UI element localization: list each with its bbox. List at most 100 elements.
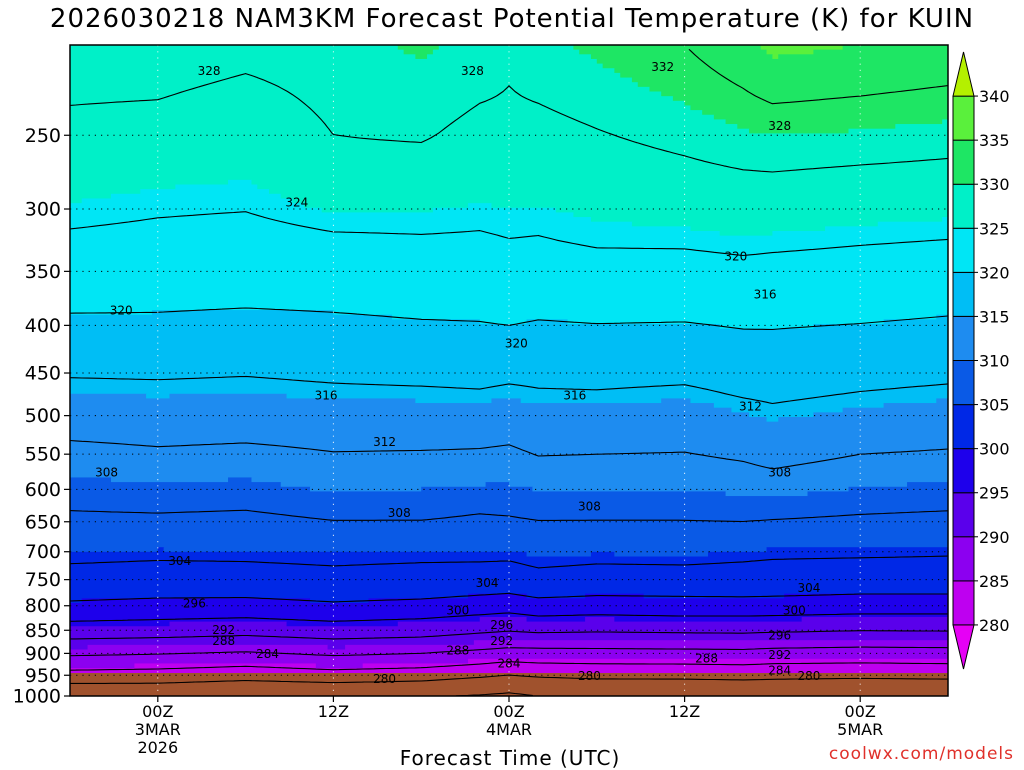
theta-fill-cell xyxy=(362,663,948,669)
theta-fill-cell xyxy=(468,658,948,665)
theta-fill-cell xyxy=(579,49,768,55)
colorbar-label: 315 xyxy=(979,307,1010,326)
theta-fill-cell xyxy=(708,551,948,558)
x-tick-label: 00Z xyxy=(493,702,524,721)
contour-324 xyxy=(70,211,948,257)
theta-fill-cell xyxy=(772,54,779,60)
colorbar: 280 285 290 295 300 305 310 315 320 325 330 335 340 xyxy=(952,51,1010,670)
theta-fill-cell xyxy=(684,100,948,107)
theta-fill-cell xyxy=(70,128,750,134)
theta-fill-cell xyxy=(596,58,948,65)
theta-fill-cell xyxy=(813,412,948,418)
theta-fill-cell xyxy=(637,82,948,88)
theta-fill-cell xyxy=(70,556,948,562)
theta-fill-cell xyxy=(70,379,948,386)
theta-fill-cell xyxy=(526,551,592,558)
theta-fill-cell xyxy=(70,454,948,460)
theta-fill-cell xyxy=(70,282,948,288)
theta-fill-cell xyxy=(614,68,948,74)
theta-fill-cell xyxy=(70,482,282,488)
theta-fill-cell xyxy=(70,505,948,511)
x-tick-label: 00Z xyxy=(845,702,876,721)
theta-fill-cell xyxy=(70,561,948,567)
theta-fill-cell xyxy=(70,198,83,204)
chart-title: 2026030218 NAM3KM Forecast Potential Tem… xyxy=(49,4,975,34)
theta-fill-cell xyxy=(942,217,948,223)
theta-fill-cell xyxy=(766,547,948,553)
theta-fill-cell xyxy=(491,203,948,209)
colorbar-swatch xyxy=(952,315,975,361)
theta-fill-cell xyxy=(391,314,937,320)
theta-fill-cell xyxy=(620,72,948,79)
theta-fill-cell xyxy=(936,398,948,404)
theta-fill-cell xyxy=(649,86,948,93)
theta-fill-cell xyxy=(567,319,885,325)
theta-fill-cell xyxy=(748,128,850,134)
colorbar-swatch xyxy=(952,95,975,141)
theta-fill-cell xyxy=(585,593,645,599)
theta-fill-cell xyxy=(70,63,604,69)
colorbar-swatch xyxy=(952,360,975,406)
theta-fill-cell xyxy=(70,72,621,79)
theta-fill-cell xyxy=(526,616,586,623)
contour-label: 320 xyxy=(724,250,747,264)
contour-304 xyxy=(70,555,948,569)
theta-fill-cell xyxy=(315,663,364,669)
theta-fill-cell xyxy=(70,305,948,311)
theta-fill-cell xyxy=(304,203,469,209)
theta-fill-cell xyxy=(397,45,440,51)
theta-fill-cell xyxy=(825,226,948,232)
theta-fill-cell xyxy=(70,584,948,590)
potential-temperature-contours xyxy=(70,49,948,696)
theta-fill-cell xyxy=(70,407,733,413)
theta-fill-cell xyxy=(368,598,948,604)
theta-fill-cell xyxy=(70,603,948,609)
contour-label: 284 xyxy=(768,664,791,678)
theta-fill-cell xyxy=(70,300,948,306)
theta-fill-cell xyxy=(70,551,528,558)
theta-fill-cell xyxy=(70,542,948,548)
contour-label: 328 xyxy=(198,64,221,78)
contour-label: 300 xyxy=(446,603,469,617)
theta-fill-cell xyxy=(70,444,948,451)
theta-fill-cell xyxy=(333,310,948,316)
theta-fill-cell xyxy=(70,579,948,585)
theta-fill-cell xyxy=(321,207,434,213)
theta-fill-cell xyxy=(479,616,528,623)
theta-fill-cell xyxy=(70,351,948,358)
theta-fill-cell xyxy=(778,54,948,60)
contour-292 xyxy=(70,630,948,640)
theta-fill-cell xyxy=(70,491,727,497)
theta-fill-cell xyxy=(70,170,948,176)
theta-fill-cell xyxy=(883,319,948,325)
theta-fill-cell xyxy=(70,612,948,618)
theta-fill-cell xyxy=(70,644,89,651)
theta-fill-cell xyxy=(70,277,948,283)
theta-fill-cell xyxy=(842,45,948,51)
theta-fill-cell xyxy=(70,138,948,144)
contour-label: 320 xyxy=(110,303,133,317)
theta-fill-cell xyxy=(70,668,948,674)
theta-fill-cell xyxy=(110,477,229,483)
theta-fill-cell xyxy=(70,124,738,130)
x-tick-label: 12Z xyxy=(669,702,700,721)
theta-fill-cell xyxy=(228,477,253,483)
y-tick-label: 250 xyxy=(25,125,61,147)
theta-fill-cell xyxy=(70,575,948,581)
theta-fill-cell xyxy=(134,663,317,669)
y-tick-label: 850 xyxy=(25,620,61,642)
y-tick-label: 600 xyxy=(25,479,61,501)
contour-label: 292 xyxy=(768,648,791,662)
theta-fill-cell xyxy=(70,207,323,213)
colorbar-label: 320 xyxy=(979,263,1010,282)
theta-fill-cell xyxy=(70,96,674,102)
theta-fill-cell xyxy=(70,565,948,572)
colorbar-swatch xyxy=(952,183,975,229)
theta-fill-cell xyxy=(70,244,948,251)
theta-fill-cell xyxy=(690,226,826,232)
x-tick-label: 4MAR xyxy=(486,720,532,739)
y-tick-label: 750 xyxy=(25,569,61,591)
contour-308 xyxy=(70,509,948,523)
contour-label: 304 xyxy=(798,581,821,595)
contour-label: 280 xyxy=(373,672,396,686)
